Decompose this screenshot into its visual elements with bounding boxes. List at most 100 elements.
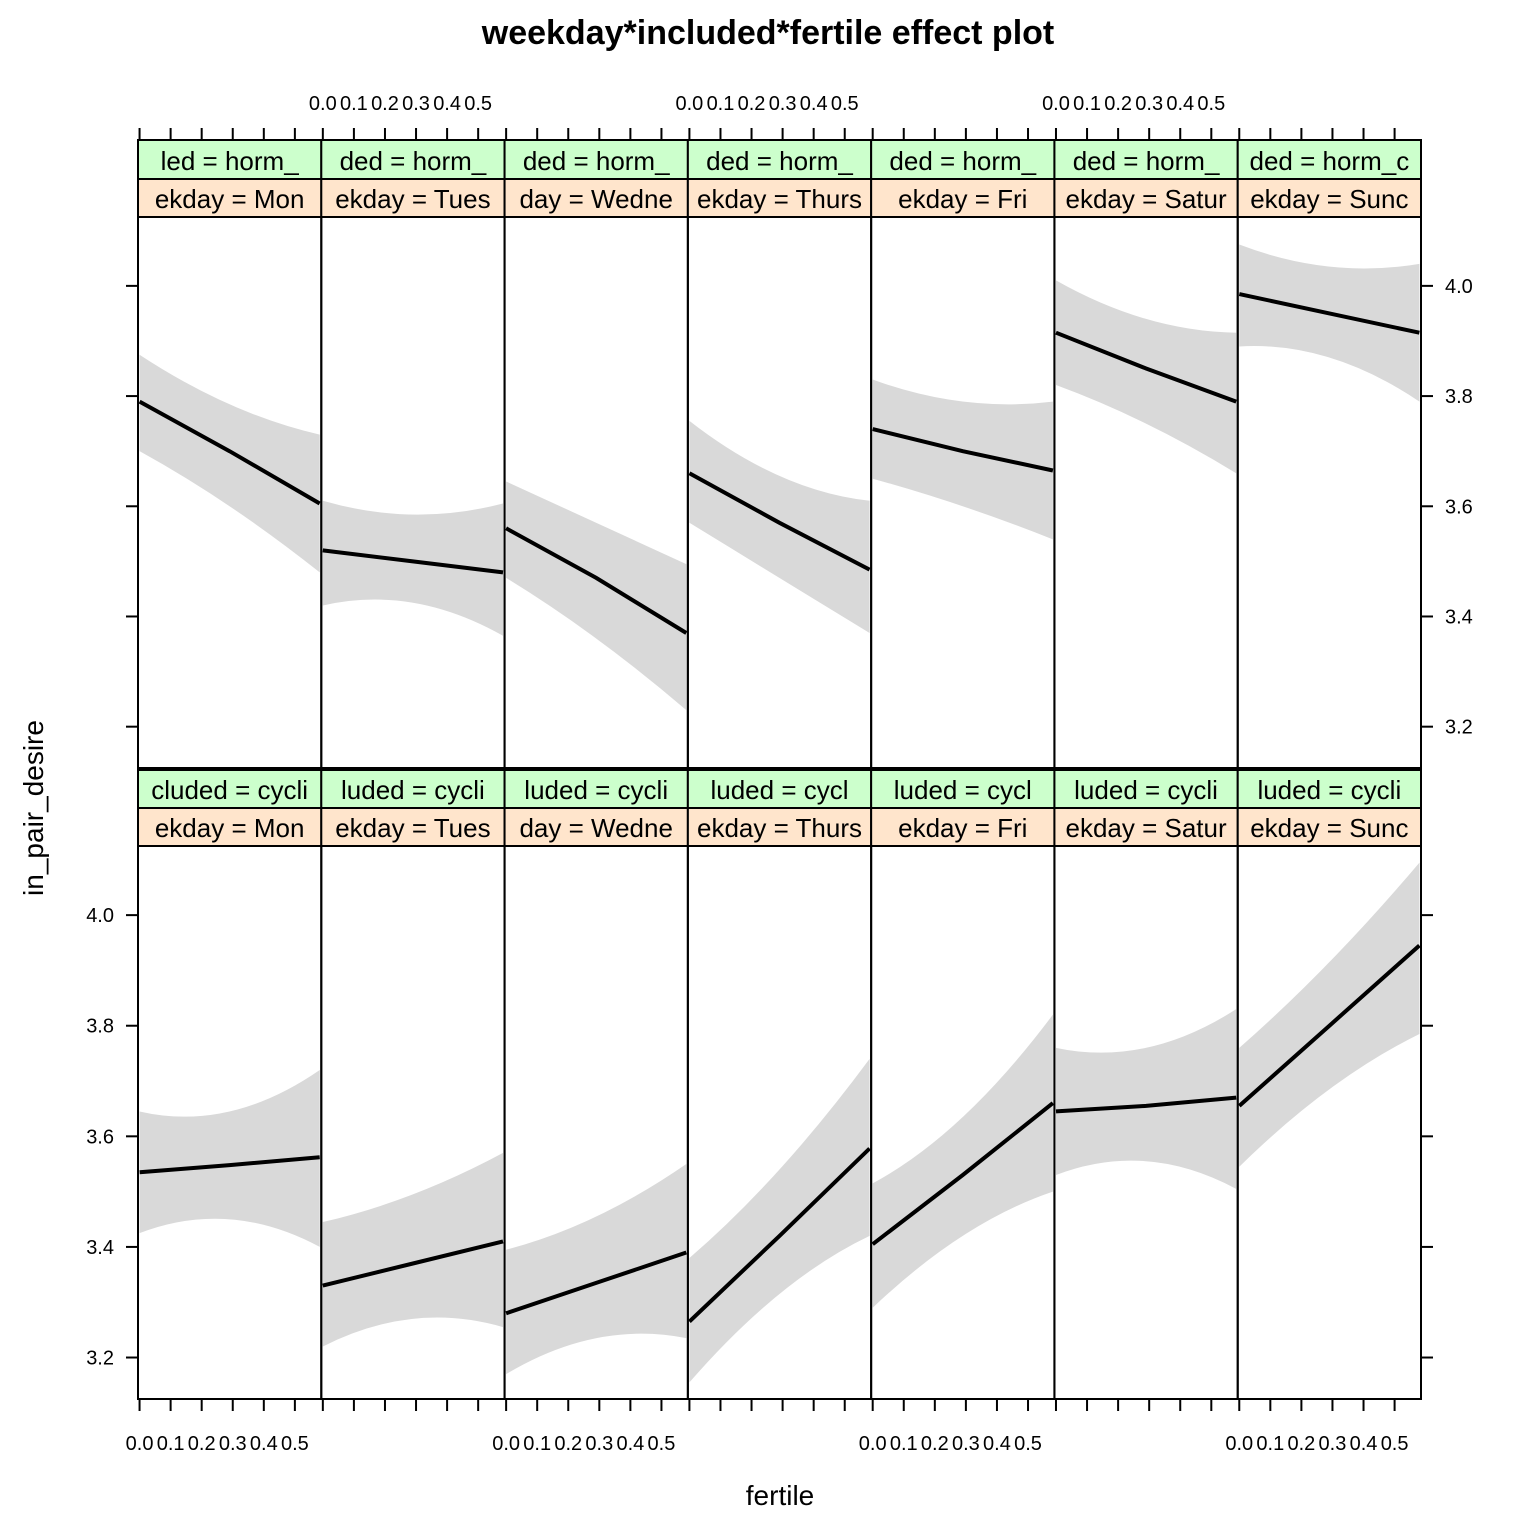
strip-included-label-r1-c1: led = horm_ [161, 146, 300, 176]
strip-weekday-label-r2-c1: ekday = Mon [155, 813, 305, 843]
x-tick-label: 0.4 [250, 1433, 278, 1455]
confidence-band-r2-c5 [872, 1014, 1053, 1308]
x-tick-label: 0.5 [281, 1433, 309, 1455]
strip-weekday-label-r2-c4: ekday = Thurs [697, 813, 862, 843]
y-axis-left-row1-ticks [126, 284, 138, 728]
y-tick-label: 3.8 [86, 1016, 114, 1038]
x-tick-label: 0.0 [492, 1433, 520, 1455]
fit-line-r2-c6 [1055, 1095, 1237, 1114]
x-axis-bottom-col3: 0.0 0.1 0.2 0.3 0.4 0.5 [492, 1399, 675, 1455]
y-tick-label: 3.2 [1445, 717, 1473, 739]
strip-included-label-r2-c7: luded = cycli [1257, 775, 1401, 805]
strip-included-label-r2-c5: luded = cycl [894, 775, 1032, 805]
panel-row2-col5: luded = cycl ekday = Fri [870, 769, 1056, 1400]
confidence-band-r2-c2 [322, 1152, 504, 1347]
strip-included-r1-c4 [686, 139, 873, 180]
strip-weekday-r2-c2 [320, 807, 506, 847]
x-tick-label: 0.1 [157, 1433, 185, 1455]
x-tick-label: 0.1 [1073, 93, 1101, 115]
confidence-band-r1-c6 [1055, 280, 1237, 474]
strip-included-label-r2-c1: cluded = cycli [151, 775, 308, 805]
x-tick-label: 0.1 [523, 1433, 551, 1455]
x-axis-top-col2: 0.0 0.1 0.2 0.3 0.4 0.5 [309, 93, 492, 140]
confidence-band-r1-c4 [689, 420, 870, 634]
strip-included-label-r1-c4: ded = horm_ [706, 146, 853, 176]
strip-weekday-r2-c1 [137, 807, 323, 847]
x-tick-label: 0.2 [738, 93, 766, 115]
x-axis-title: fertile [746, 1480, 814, 1511]
x-tick-label: 0.5 [648, 1433, 676, 1455]
x-tick-label: 0.2 [554, 1433, 582, 1455]
chart-title: weekday*included*fertile effect plot [481, 14, 1055, 52]
y-axis-right-row2-ticks [1421, 914, 1433, 1359]
confidence-band-r1-c7 [1239, 244, 1420, 402]
x-tick-label: 0.3 [402, 93, 430, 115]
confidence-band-r2-c4 [689, 1058, 870, 1383]
panel-border-r1-c2 [320, 216, 506, 769]
strip-included-label-r2-c2: luded = cycli [341, 775, 485, 805]
x-axis-top-col4: 0.0 0.1 0.2 0.3 0.4 0.5 [676, 93, 859, 140]
x-tick-label: 0.3 [1135, 93, 1163, 115]
x-tick-label: 0.1 [890, 1433, 918, 1455]
x-tick-label: 0.5 [464, 93, 492, 115]
strip-weekday-r1-c4 [686, 178, 873, 218]
x-tick-label: 0.4 [1350, 1433, 1378, 1455]
fit-line-r2-c2 [322, 1239, 504, 1288]
strip-weekday-r2-c7 [1236, 807, 1422, 847]
x-tick-label: 0.0 [126, 1433, 154, 1455]
panel-row2-col2: luded = cycli ekday = Tues [320, 769, 506, 1400]
x-tick-label: 0.3 [952, 1433, 980, 1455]
x-axis-top-col7 [1238, 128, 1396, 140]
fit-line-r1-c1 [138, 399, 321, 506]
strip-included-label-r1-c3: ded = horm_ [523, 146, 670, 176]
y-tick-label: 4.0 [1445, 276, 1473, 298]
y-axis-right-row1: 3.2 3.4 3.6 3.8 4.0 [1421, 276, 1473, 739]
strip-weekday-r1-c1 [137, 178, 323, 218]
strip-weekday-label-r1-c2: ekday = Tues [335, 184, 490, 214]
panel-border-r1-c7 [1236, 216, 1422, 769]
strip-included-label-r2-c3: luded = cycli [524, 775, 668, 805]
confidence-band-r1-c2 [322, 500, 504, 636]
panel-row1-col4: ded = horm_ekday = Thurs [686, 139, 873, 769]
confidence-band-r2-c6 [1055, 1009, 1237, 1189]
y-tick-label: 3.8 [1445, 386, 1473, 408]
panel-row2-col7: luded = cycli ekday = Sunc [1236, 769, 1422, 1400]
x-tick-label: 0.0 [1042, 93, 1070, 115]
strip-weekday-r1-c7 [1236, 178, 1422, 218]
y-axis-left-row2: 3.2 3.4 3.6 3.8 4.0 [86, 905, 138, 1370]
x-tick-label: 0.4 [1166, 93, 1194, 115]
strip-included-label-r2-c6: luded = cycli [1074, 775, 1218, 805]
fit-line-r2-c4 [688, 1147, 871, 1324]
y-tick-label: 4.0 [86, 905, 114, 927]
panel-border-r2-c7 [1236, 845, 1422, 1400]
fit-line-r1-c4 [688, 471, 871, 572]
x-tick-label: 0.0 [309, 93, 337, 115]
fit-line-r2-c1 [139, 1155, 320, 1175]
x-tick-label: 0.3 [1319, 1433, 1347, 1455]
confidence-band-r1-c5 [872, 379, 1053, 540]
strip-weekday-label-r2-c2: ekday = Tues [335, 813, 490, 843]
strip-weekday-r1-c6 [1053, 178, 1239, 218]
strip-weekday-label-r1-c4: ekday = Thurs [697, 184, 862, 214]
x-tick-label: 0.1 [340, 93, 368, 115]
x-tick-label: 0.5 [1014, 1433, 1042, 1455]
strip-included-r1-c3 [503, 139, 689, 180]
x-axis-bottom-col1: 0.0 0.1 0.2 0.3 0.4 0.5 [126, 1399, 309, 1455]
x-tick-label: 0.3 [769, 93, 797, 115]
confidence-band-r2-c3 [506, 1163, 687, 1375]
fit-line-r1-c7 [1238, 292, 1420, 335]
fit-line-r2-c7 [1237, 944, 1421, 1108]
y-tick-label: 3.4 [86, 1237, 114, 1259]
x-tick-label: 0.5 [831, 93, 859, 115]
x-tick-label: 0.5 [1197, 93, 1225, 115]
y-tick-label: 3.6 [1445, 496, 1473, 518]
strip-weekday-label-r1-c1: ekday = Mon [155, 184, 305, 214]
strip-included-label-r2-c4: luded = cycl [710, 775, 848, 805]
strip-weekday-label-r2-c7: ekday = Sunc [1250, 813, 1408, 843]
fit-line-r1-c6 [1055, 330, 1237, 404]
fit-line-r1-c3 [505, 526, 688, 635]
x-axis-bottom-col5: 0.0 0.1 0.2 0.3 0.4 0.5 [859, 1399, 1042, 1455]
x-axis-top-col5 [871, 128, 1030, 140]
x-tick-label: 0.2 [188, 1433, 216, 1455]
